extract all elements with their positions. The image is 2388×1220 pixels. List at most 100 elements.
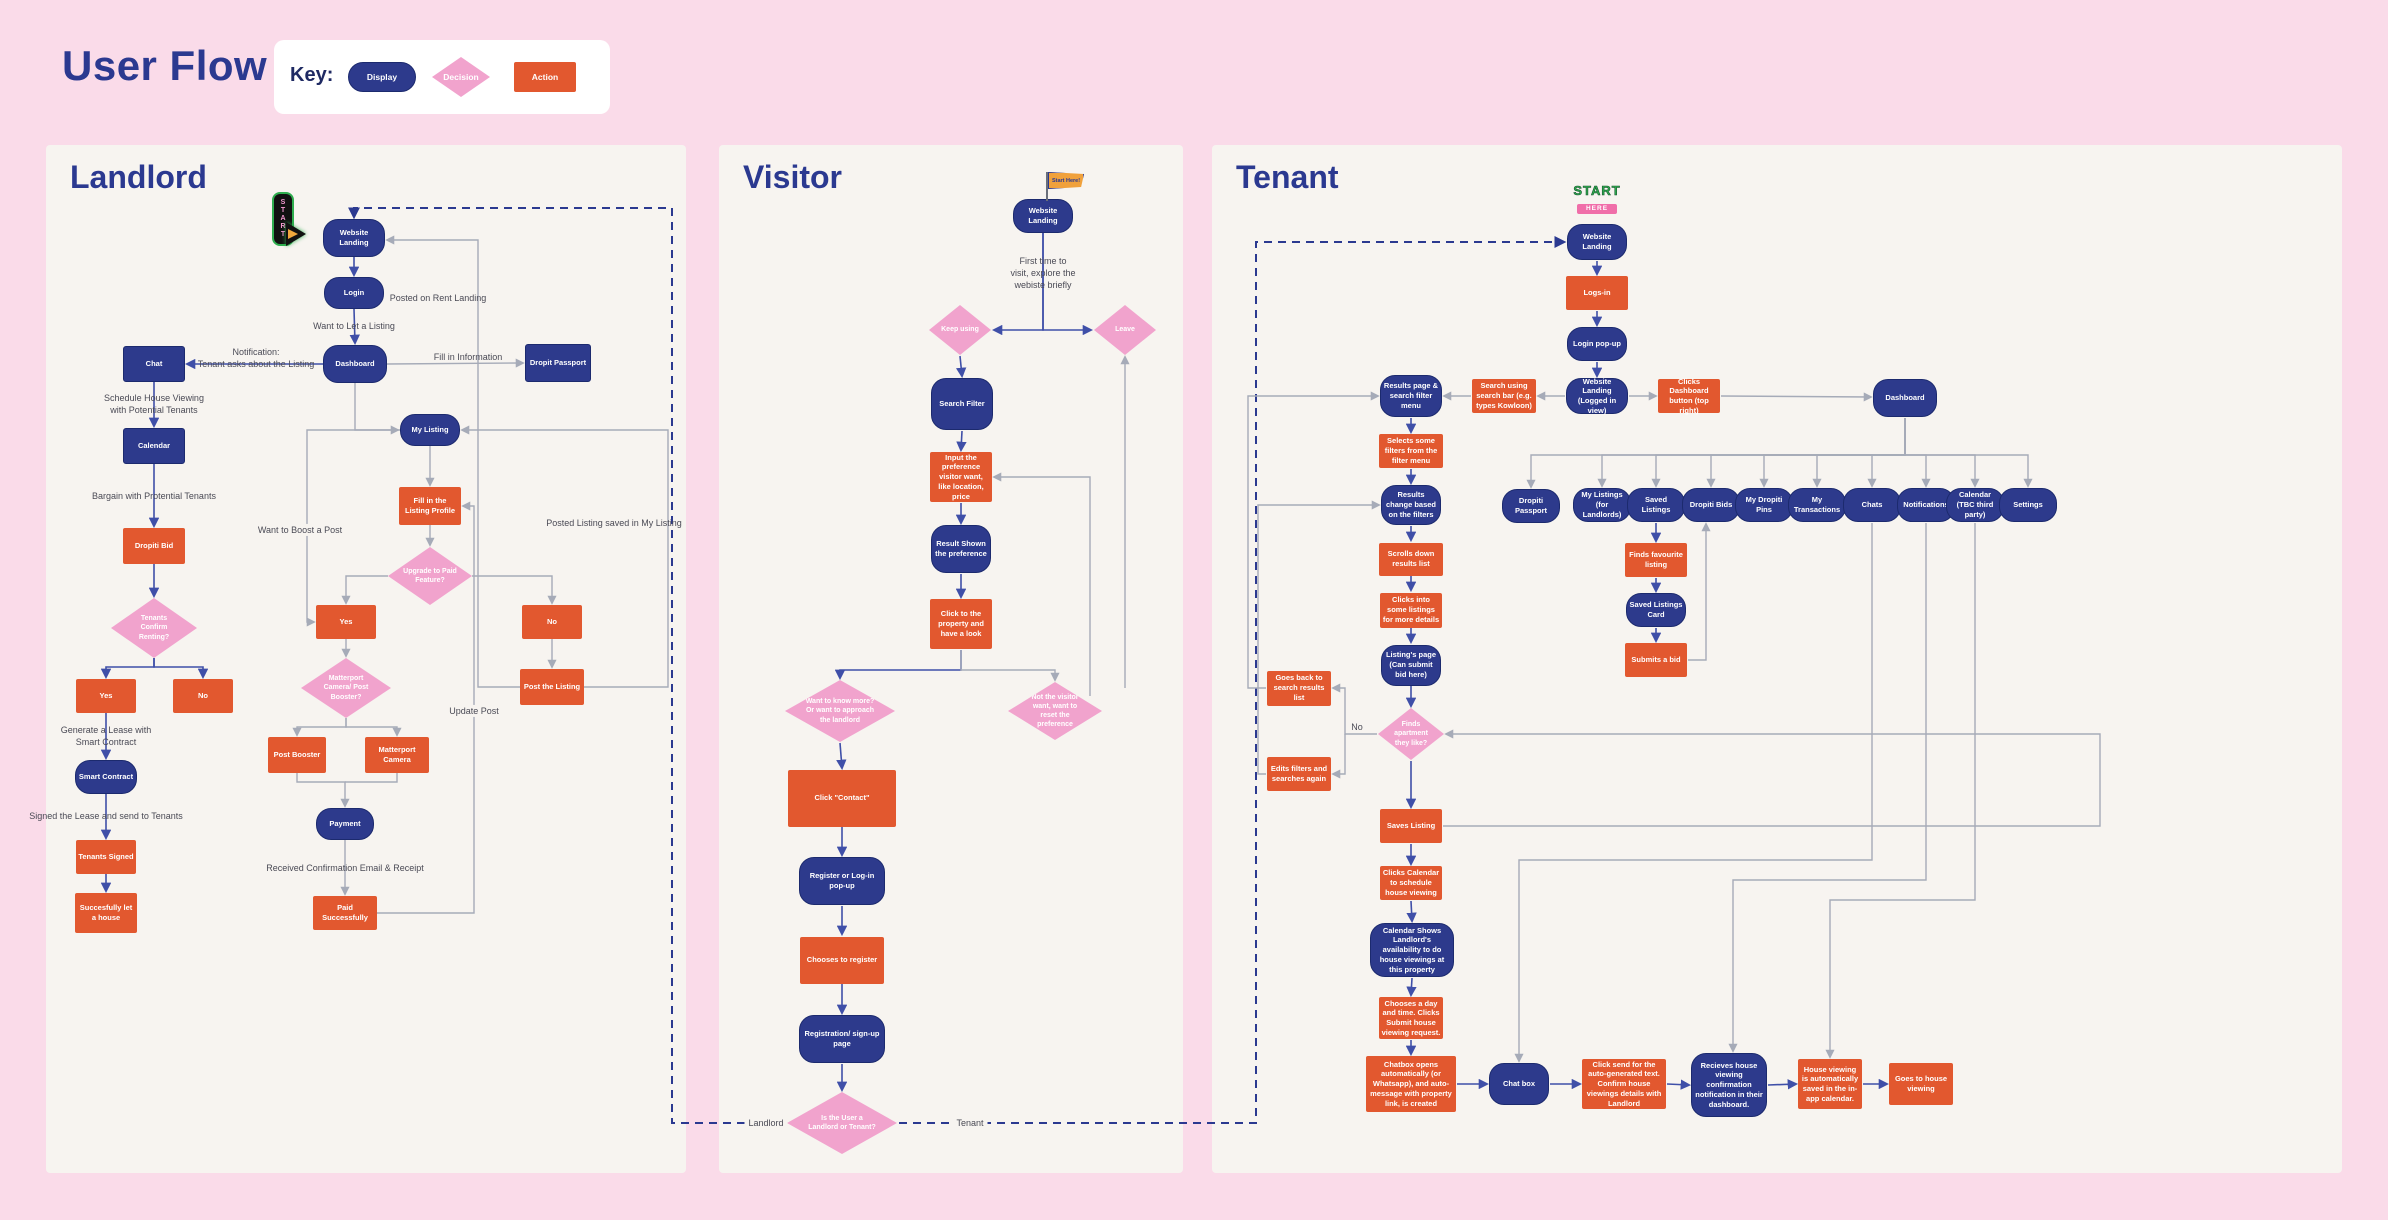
flow-node-t-chatauto[interactable]: Chatbox opens automatically (or Whatsapp… — [1366, 1056, 1456, 1112]
flow-edge-t-notifs-to-t-recieves — [1728, 523, 1927, 1053]
flow-node-t-chatbox[interactable]: Chat box — [1489, 1063, 1549, 1105]
flow-node-t-passport[interactable]: Dropiti Passport — [1502, 489, 1560, 523]
flow-node-t-web[interactable]: Website Landing — [1567, 224, 1627, 260]
flow-node-l-mattcam[interactable]: Matterport Camera — [365, 737, 429, 773]
flow-node-l-tsigned[interactable]: Tenants Signed — [76, 840, 136, 874]
flow-node-t-caltbc[interactable]: Calendar (TBC third party) — [1946, 488, 2004, 522]
key-items: Display Decision Action — [334, 40, 610, 114]
flow-node-t-recieves[interactable]: Recieves house viewing confirmation noti… — [1691, 1053, 1767, 1117]
flow-node-t-savedcard[interactable]: Saved Listings Card — [1626, 593, 1686, 627]
flow-node-l-paid[interactable]: Paid Successfully — [313, 896, 377, 930]
flow-node-t-savedcal[interactable]: House viewing is automatically saved in … — [1798, 1059, 1862, 1109]
flow-node-t-dash[interactable]: Dashboard — [1873, 379, 1937, 417]
flow-edge-l-postlist-to-l-mylist — [460, 425, 669, 688]
flow-edge-v-isuser-to-l-web — [348, 207, 787, 1124]
flow-node-t-clickdash[interactable]: Clicks Dashboard button (top right) — [1658, 377, 1720, 415]
flow-node-t-mylistings[interactable]: My Listings (for Landlords) — [1573, 488, 1631, 522]
flow-node-t-login[interactable]: Logs-in — [1566, 276, 1628, 310]
flow-node-t-reschange[interactable]: Results change based on the filters — [1381, 485, 1441, 525]
flow-edge-t-dash-to-t-chats — [1867, 418, 1906, 488]
edge-label: Update Post — [445, 704, 503, 718]
flow-node-l-passport[interactable]: Dropit Passport — [525, 344, 591, 382]
flow-edge-l-upgrade-to-l-yes2 — [341, 575, 388, 605]
flag-icon: Start Here! — [1048, 172, 1084, 189]
flow-node-t-goesview[interactable]: Goes to house viewing — [1889, 1063, 1953, 1105]
flow-node-l-no2[interactable]: No — [522, 605, 582, 639]
flow-edge-t-clicksend-to-t-recieves — [1666, 1079, 1692, 1090]
flow-edge-l-mattcam-to-l-payment — [345, 773, 398, 783]
flow-node-l-no1[interactable]: No — [173, 679, 233, 713]
edge-label: Bargain with Protential Tenants — [92, 490, 216, 501]
flow-node-l-login[interactable]: Login — [324, 277, 384, 309]
panel-landlord: Landlord — [46, 145, 686, 1173]
flow-node-t-goesback[interactable]: Goes back to search results list — [1267, 670, 1331, 706]
key-item-display: Display — [348, 62, 416, 92]
flow-node-v-search[interactable]: Search Filter — [931, 378, 993, 430]
flow-node-t-findsfav[interactable]: Finds favourite listing — [1625, 543, 1687, 577]
flow-node-t-savedlistings[interactable]: Saved Listings — [1627, 488, 1685, 522]
flow-edge-t-clickdash-to-t-dash — [1720, 392, 1873, 402]
flow-edge-v-isuser-to-t-web — [899, 236, 1567, 1124]
flow-edge-l-mattd-to-l-booster — [292, 718, 347, 737]
flow-node-t-calshow[interactable]: Calendar Shows Landlord's availability t… — [1370, 923, 1454, 977]
start-arrow-head-icon — [286, 222, 306, 246]
edge-label: Generate a Lease with Smart Contract — [60, 724, 152, 747]
flow-node-t-clickscal[interactable]: Clicks Calendar to schedule house viewin… — [1380, 866, 1442, 900]
flow-node-l-booster[interactable]: Post Booster — [268, 737, 326, 773]
flow-node-t-settings[interactable]: Settings — [1999, 488, 2057, 522]
flow-edge-l-confirm-to-l-no1 — [153, 658, 209, 680]
flow-node-v-register[interactable]: Register or Log-in pop-up — [799, 857, 885, 905]
flow-node-t-edits[interactable]: Edits filters and searches again — [1267, 757, 1331, 791]
legend-key: Key: Display Decision Action — [274, 40, 610, 114]
flow-node-l-chat[interactable]: Chat — [123, 346, 185, 382]
edge-label: Want to Let a Listing — [313, 320, 395, 331]
flow-node-v-click[interactable]: Click to the property and have a look — [930, 599, 992, 649]
key-item-action: Action — [514, 62, 576, 92]
flow-node-t-popup[interactable]: Login pop-up — [1567, 327, 1627, 361]
flow-node-t-chooseday[interactable]: Chooses a day and time. Clicks Submit ho… — [1379, 997, 1443, 1039]
flow-node-v-signup[interactable]: Registration/ sign-up page — [799, 1015, 885, 1063]
flag-pole-icon — [1046, 172, 1048, 201]
flow-node-l-yes2[interactable]: Yes — [316, 605, 376, 639]
flow-node-t-chats[interactable]: Chats — [1843, 488, 1901, 522]
flow-node-t-pins[interactable]: My Dropiti Pins — [1735, 488, 1793, 522]
flow-node-t-weblog[interactable]: Website Landing (Logged in view) — [1566, 377, 1628, 415]
flow-node-v-input[interactable]: Input the preference visitor want, like … — [930, 452, 992, 502]
flow-node-v-contact[interactable]: Click "Contact" — [788, 769, 896, 827]
flow-edge-v-keep-to-v-search — [955, 355, 967, 379]
flow-node-v-result[interactable]: Result Shown the preference — [931, 525, 991, 573]
flow-node-t-searchbar[interactable]: Search using search bar (e.g. types Kowl… — [1472, 379, 1536, 413]
flow-node-l-yes1[interactable]: Yes — [76, 679, 136, 713]
flow-node-t-trans[interactable]: My Transactions — [1788, 488, 1846, 522]
flow-node-t-clicksend[interactable]: Click send for the auto-generated text. … — [1582, 1059, 1666, 1109]
flow-node-l-dash[interactable]: Dashboard — [323, 345, 387, 383]
flow-node-t-results[interactable]: Results page & search filter menu — [1380, 375, 1442, 417]
flow-node-l-mylist[interactable]: My Listing — [400, 414, 460, 446]
flow-node-t-submitbid[interactable]: Submits a bid — [1625, 643, 1687, 677]
flow-node-t-bids[interactable]: Dropiti Bids — [1682, 488, 1740, 522]
flow-node-v-web[interactable]: Website Landing — [1013, 199, 1073, 233]
flow-node-t-scrolls[interactable]: Scrolls down results list — [1379, 542, 1443, 576]
panel-title-visitor: Visitor — [743, 159, 842, 195]
flow-edge-t-finds-to-t-goesback — [1331, 683, 1377, 735]
flow-edge-l-dash-to-l-passport — [386, 358, 525, 368]
flow-node-t-selects[interactable]: Selects some filters from the filter men… — [1379, 434, 1443, 468]
flow-node-l-payment[interactable]: Payment — [316, 808, 374, 840]
panel-title-landlord: Landlord — [70, 159, 207, 195]
flow-node-t-listpage[interactable]: Listing's page (Can submit bid here) — [1381, 644, 1441, 686]
flow-edge-v-reset-to-v-input — [992, 472, 1091, 696]
flow-node-t-clicksinto[interactable]: Clicks into some listings for more detai… — [1380, 592, 1442, 628]
flow-node-v-choose[interactable]: Chooses to register — [800, 936, 884, 984]
edge-label: Posted on Rent Landing — [389, 292, 487, 303]
edge-label: Notification: Tenant asks about the List… — [197, 346, 315, 369]
edge-label: Fill in Information — [433, 351, 503, 362]
flow-node-l-web[interactable]: Website Landing — [323, 219, 385, 257]
flow-node-l-bid[interactable]: Dropiti Bid — [123, 528, 185, 564]
flow-edge-t-dash-to-t-notifs — [1904, 418, 1931, 488]
flow-node-t-saves[interactable]: Saves Listing — [1380, 809, 1442, 843]
flow-node-l-smart[interactable]: Smart Contract — [75, 760, 137, 794]
flow-node-l-fillprofile[interactable]: Fill in the Listing Profile — [399, 487, 461, 525]
flow-node-l-cal[interactable]: Calendar — [123, 428, 185, 464]
flow-node-l-success[interactable]: Succesfully let a house — [75, 893, 137, 933]
flow-node-l-postlist[interactable]: Post the Listing — [520, 669, 584, 705]
